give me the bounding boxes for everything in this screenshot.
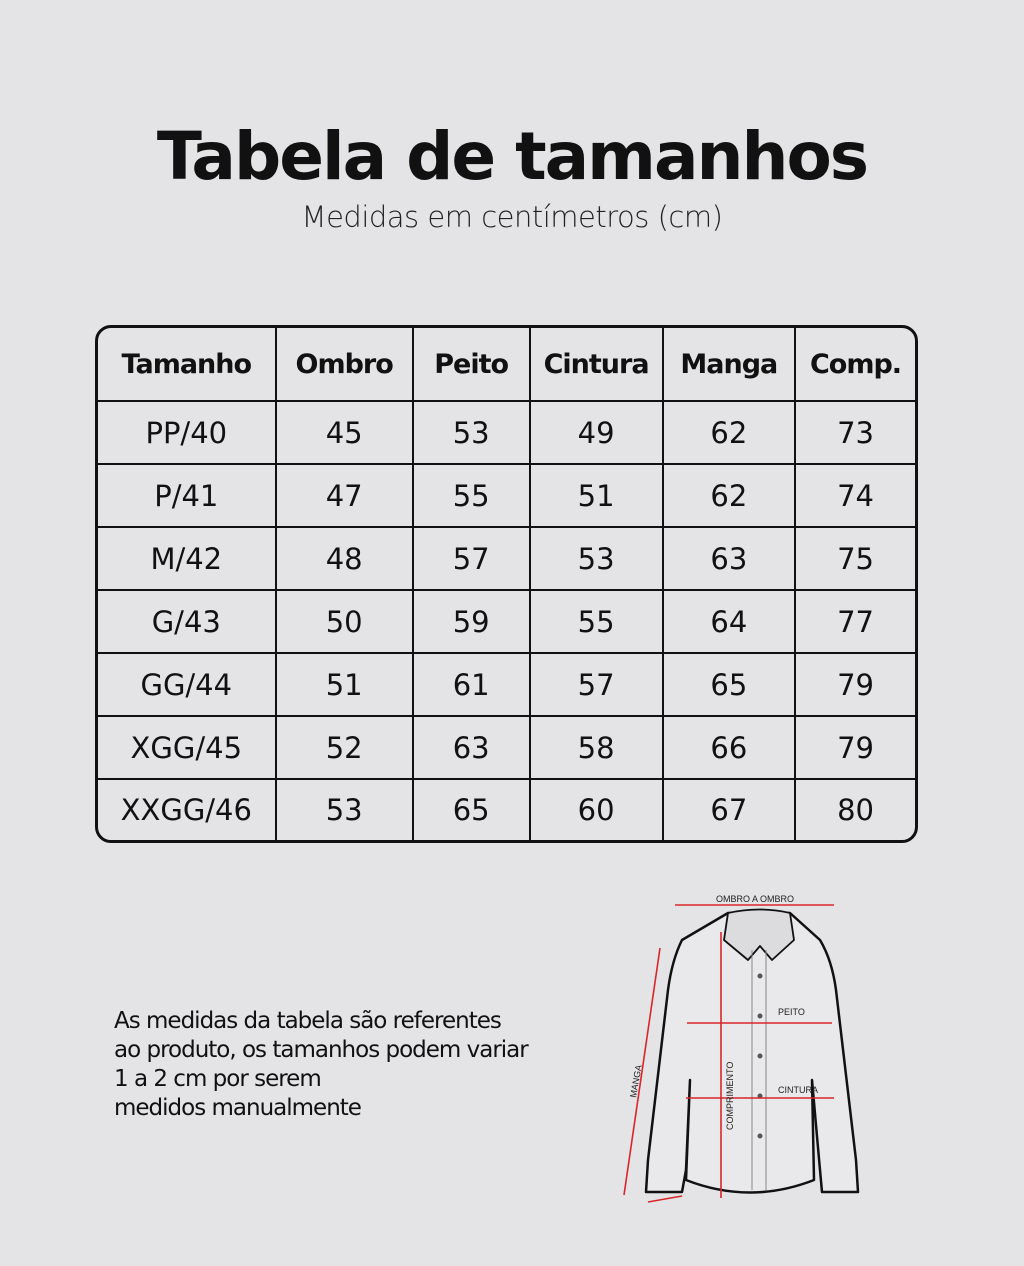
note-line: 1 a 2 cm por serem [114, 1066, 322, 1092]
measurement-cell: 53 [277, 780, 414, 840]
size-cell: P/41 [98, 465, 277, 529]
measurement-cell: 49 [530, 402, 664, 466]
measurement-cell: 59 [413, 591, 531, 655]
measurement-cell: 74 [796, 465, 915, 529]
table-header-row: Tamanho Ombro Peito Cintura Manga Comp. [98, 328, 915, 402]
size-cell: GG/44 [98, 654, 277, 718]
measurement-cell: 77 [796, 591, 915, 655]
measurement-cell: 55 [530, 591, 664, 655]
measurement-cell: 79 [796, 717, 915, 781]
measurement-cell: 58 [530, 717, 664, 781]
measurement-cell: 47 [276, 465, 414, 529]
measurement-cell: 48 [276, 528, 414, 592]
measurement-cell: 66 [663, 717, 797, 781]
measurement-cell: 55 [413, 465, 531, 529]
size-cell: PP/40 [98, 402, 277, 466]
column-header: Manga [663, 328, 797, 402]
shirt-measurement-diagram: OMBRO A OMBRO PEITO CINTURA MANGA COMPRI… [623, 894, 860, 1203]
table-row: G/43 50 59 55 64 77 [98, 591, 915, 655]
page-subtitle: Medidas em centímetros (cm) [301, 200, 723, 234]
measurement-cell: 52 [276, 717, 414, 781]
label-shoulder: OMBRO A OMBRO [716, 894, 794, 904]
note-line: As medidas da tabela são referentes [114, 1008, 502, 1034]
measurement-note: As medidas da tabela são referentes ao p… [114, 1007, 529, 1123]
label-length: COMPRIMENTO [725, 1062, 735, 1130]
measurement-cell: 57 [530, 654, 664, 718]
measurement-cell: 50 [276, 591, 414, 655]
measurement-cell: 73 [796, 402, 915, 466]
measurement-cell: 67 [664, 780, 797, 840]
label-waist: CINTURA [778, 1085, 818, 1095]
table-row: M/42 48 57 53 63 75 [98, 528, 915, 592]
label-chest: PEITO [778, 1007, 805, 1017]
measurement-cell: 80 [837, 793, 874, 828]
measurement-cell: 62 [663, 402, 797, 466]
table-row: PP/40 45 53 49 62 73 [98, 402, 915, 466]
size-table: Tamanho Ombro Peito Cintura Manga Comp. PP/40… [95, 325, 918, 843]
note-line: medidos manualmente [114, 1095, 362, 1121]
table-row: P/41 47 55 51 62 74 [98, 465, 915, 529]
measurement-cell: 65 [663, 654, 797, 718]
column-header: Tamanho [98, 328, 277, 402]
column-header: Comp. [796, 328, 915, 402]
table-row: XGG/45 52 63 58 66 79 [98, 717, 915, 781]
column-header: Ombro [276, 328, 414, 402]
measurement-cell: 57 [413, 528, 531, 592]
note-line: ao produto, os tamanhos podem variar [114, 1037, 529, 1063]
measurement-cell: 62 [663, 465, 797, 529]
measurement-cell: 45 [276, 402, 414, 466]
size-cell: G/43 [98, 591, 277, 655]
measurement-cell: 64 [663, 591, 797, 655]
table-row: XXGG/46 53 65 60 67 80 [98, 780, 915, 840]
measurement-cell: 61 [413, 654, 531, 718]
table-row: GG/44 51 61 57 65 79 [98, 654, 915, 718]
measurement-cell: 65 [414, 780, 531, 840]
measurement-cell: 60 [531, 780, 664, 840]
measurement-cell: 63 [663, 528, 797, 592]
size-cell: M/42 [98, 528, 277, 592]
measurement-cell: 51 [276, 654, 414, 718]
column-header: Cintura [530, 328, 664, 402]
size-cell: XGG/45 [98, 717, 277, 781]
page-title: Tabela de tamanhos [156, 118, 869, 195]
measurement-cell: 53 [530, 528, 664, 592]
column-header: Peito [413, 328, 531, 402]
measurement-cell: 53 [413, 402, 531, 466]
size-cell: XXGG/46 [98, 780, 277, 840]
measurement-cell: 51 [530, 465, 664, 529]
measurement-cell: 79 [796, 654, 915, 718]
measurement-cell: 63 [413, 717, 531, 781]
measurement-cell: 75 [796, 528, 915, 592]
